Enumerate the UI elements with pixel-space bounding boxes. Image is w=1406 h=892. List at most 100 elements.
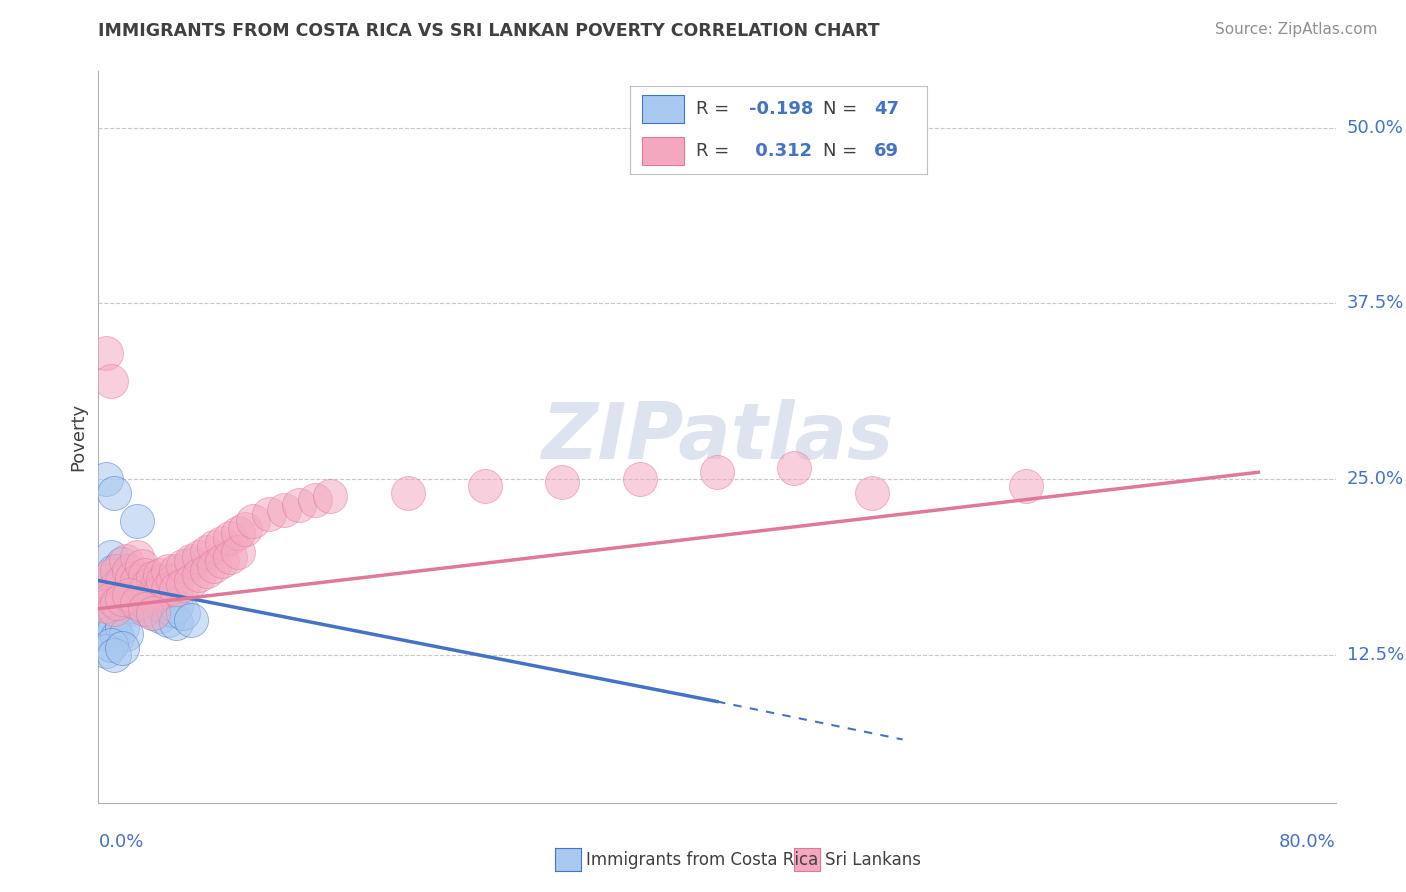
Point xyxy=(165,582,187,596)
Point xyxy=(149,608,172,623)
Point xyxy=(211,535,233,549)
Point xyxy=(118,601,141,615)
Point xyxy=(134,568,156,582)
Point xyxy=(180,574,202,588)
Point xyxy=(103,564,125,578)
Point xyxy=(111,574,132,588)
Point xyxy=(96,644,118,658)
Point xyxy=(141,588,165,602)
Point xyxy=(103,486,125,500)
Point xyxy=(103,601,125,615)
Point xyxy=(134,601,156,615)
Point xyxy=(111,591,132,606)
Point xyxy=(172,606,194,620)
Point xyxy=(141,588,165,602)
Text: IMMIGRANTS FROM COSTA RICA VS SRI LANKAN POVERTY CORRELATION CHART: IMMIGRANTS FROM COSTA RICA VS SRI LANKAN… xyxy=(98,22,880,40)
Point xyxy=(127,596,149,610)
Point xyxy=(165,564,187,578)
Text: 50.0%: 50.0% xyxy=(1347,119,1403,136)
Point xyxy=(96,345,118,359)
Point xyxy=(226,525,249,540)
Point xyxy=(149,591,172,606)
Point xyxy=(149,584,172,599)
Point xyxy=(96,472,118,486)
Text: Immigrants from Costa Rica: Immigrants from Costa Rica xyxy=(586,851,818,869)
Point xyxy=(121,599,143,613)
Point xyxy=(103,591,125,606)
Point xyxy=(134,584,156,599)
Point xyxy=(188,549,211,564)
Point xyxy=(96,578,118,592)
Point xyxy=(105,630,128,644)
Point xyxy=(180,613,202,627)
Point xyxy=(172,559,194,574)
Point xyxy=(157,564,180,578)
Point xyxy=(121,582,143,596)
Point xyxy=(131,559,153,574)
Point xyxy=(188,568,211,582)
Y-axis label: Poverty: Poverty xyxy=(69,403,87,471)
Point xyxy=(100,549,122,564)
Point xyxy=(219,532,242,546)
Text: 25.0%: 25.0% xyxy=(1347,470,1405,488)
Point xyxy=(111,641,132,656)
Point xyxy=(141,606,165,620)
Point xyxy=(134,601,156,615)
Point xyxy=(860,486,883,500)
Point xyxy=(165,599,187,613)
Point xyxy=(172,578,194,592)
Point xyxy=(319,489,342,503)
Point xyxy=(100,568,122,582)
Point xyxy=(141,571,165,585)
Text: 12.5%: 12.5% xyxy=(1347,646,1405,665)
Point xyxy=(115,571,138,585)
Point xyxy=(115,627,138,641)
Point xyxy=(100,591,122,606)
Point xyxy=(1015,479,1038,493)
Point xyxy=(127,549,149,564)
Point xyxy=(127,574,149,588)
Point xyxy=(100,615,122,630)
Point xyxy=(195,564,218,578)
Point xyxy=(396,486,419,500)
Point xyxy=(96,627,118,641)
Text: 37.5%: 37.5% xyxy=(1347,294,1405,312)
Point xyxy=(103,582,125,596)
Text: Sri Lankans: Sri Lankans xyxy=(825,851,921,869)
Point xyxy=(131,588,153,602)
Point xyxy=(551,475,574,489)
Point xyxy=(127,574,149,588)
Point xyxy=(105,564,128,578)
Point xyxy=(121,571,143,585)
Point xyxy=(141,606,165,620)
Point xyxy=(211,554,233,568)
Text: 0.0%: 0.0% xyxy=(98,833,143,851)
Point xyxy=(219,549,242,564)
Point xyxy=(105,596,128,610)
Point xyxy=(96,574,118,588)
Point xyxy=(118,578,141,592)
Point xyxy=(152,599,174,613)
Point xyxy=(100,374,122,388)
Text: 80.0%: 80.0% xyxy=(1279,833,1336,851)
Point xyxy=(157,613,180,627)
Point xyxy=(115,591,138,606)
Point xyxy=(204,540,226,554)
Point xyxy=(204,559,226,574)
Point xyxy=(474,479,496,493)
Point xyxy=(103,648,125,662)
Text: ZIPatlas: ZIPatlas xyxy=(541,399,893,475)
Point xyxy=(146,596,169,610)
Point xyxy=(115,554,138,568)
Point xyxy=(118,564,141,578)
Point xyxy=(127,596,149,610)
Point xyxy=(157,596,180,610)
Point xyxy=(146,578,169,592)
Point xyxy=(783,461,806,475)
Point xyxy=(134,582,156,596)
Point xyxy=(233,521,257,535)
Point xyxy=(165,615,187,630)
Point xyxy=(706,465,728,479)
Point xyxy=(111,620,132,634)
Point xyxy=(304,493,326,508)
